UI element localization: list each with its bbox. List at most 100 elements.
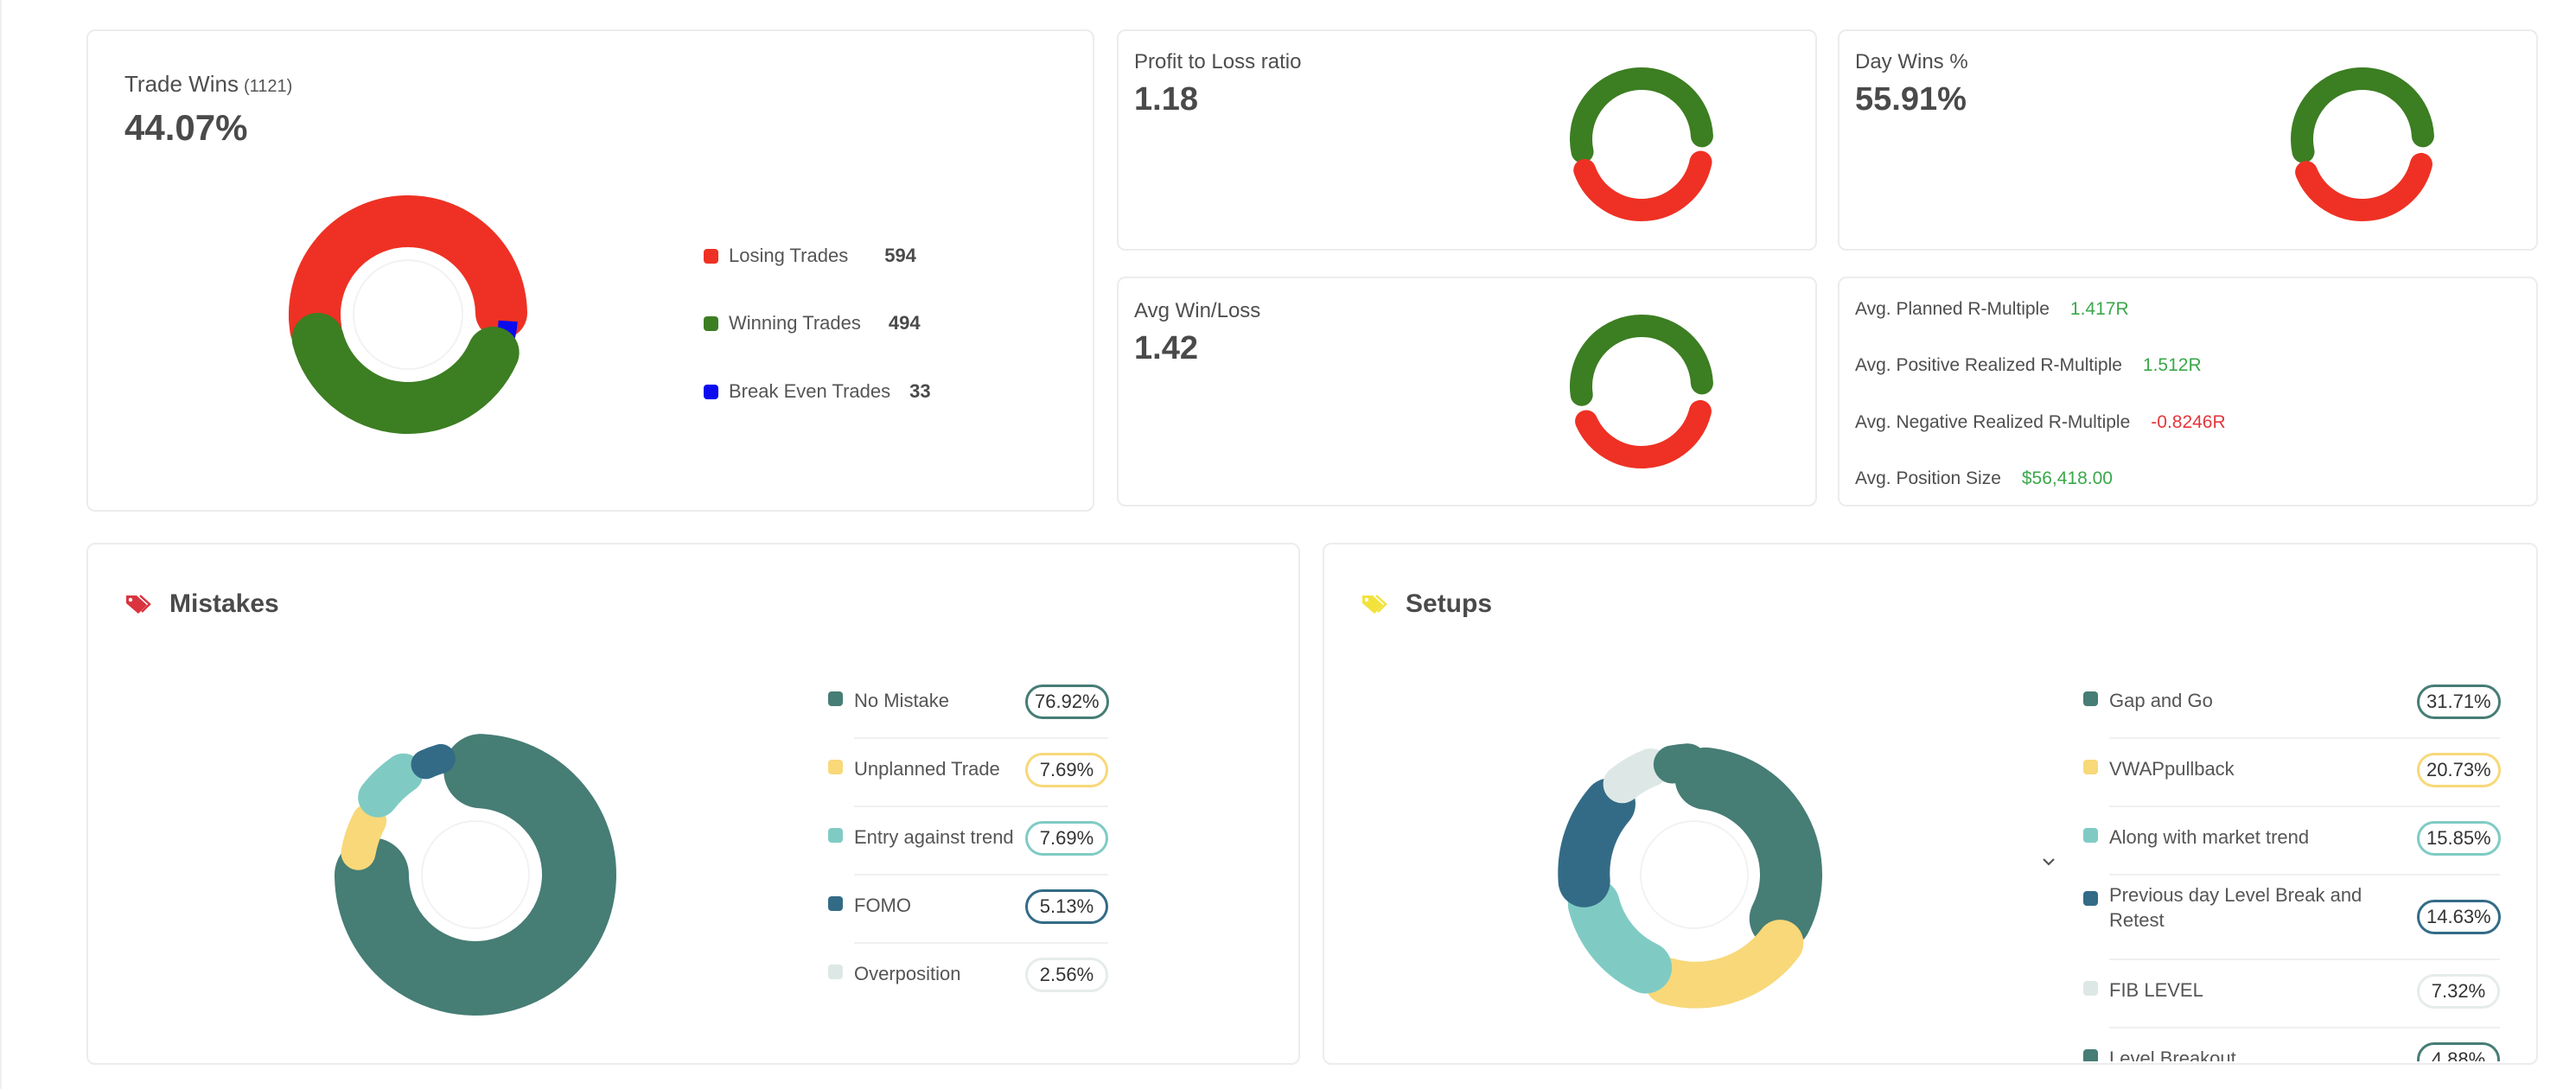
legend-label: Gap and Go [2109, 690, 2213, 711]
legend-label: Along with market trend [2109, 826, 2310, 848]
day-wins-ring-chart [2291, 67, 2434, 221]
legend-swatch [704, 384, 718, 399]
legend-count: 494 [888, 312, 921, 334]
avg-win-loss-ring-chart [1570, 315, 1713, 468]
legend-item: No Mistake [828, 688, 1096, 713]
setups-donut-chart [1558, 743, 1822, 1009]
legend-label: FOMO [854, 895, 911, 916]
setups-card: Setups Gap and Go 31.71% VWAPpullback 20.73… [1323, 543, 2538, 1065]
avg-win-loss-card: Avg Win/Loss 1.42 [1117, 277, 1817, 506]
legend-swatch [2083, 828, 2098, 843]
chevron-down-icon[interactable] [2042, 857, 2056, 867]
legend-divider [854, 874, 1108, 876]
percentage-badge: 7.69% [1025, 821, 1108, 856]
percentage-badge: 31.71% [2417, 685, 2501, 719]
legend-divider [854, 737, 1108, 739]
donut-slice [1674, 747, 1822, 950]
mistakes-header: Mistakes [124, 589, 279, 619]
legend-label: Losing Trades [729, 245, 849, 266]
legend-swatch [2083, 1049, 2098, 1061]
planned-r-label: Avg. Planned R-Multiple [1855, 299, 2050, 319]
setups-header: Setups [1361, 589, 1492, 619]
legend-swatch [828, 896, 843, 911]
legend-divider [2109, 806, 2500, 807]
percentage-badge: 5.13% [1025, 889, 1108, 924]
legend-item: FIB LEVEL [2083, 978, 2377, 1003]
legend-count: 33 [909, 380, 931, 402]
trade-wins-legend-item: Losing Trades 594 [704, 245, 916, 267]
positive-r-label: Avg. Positive Realized R-Multiple [1855, 355, 2122, 375]
legend-label: Unplanned Trade [854, 758, 1000, 780]
legend-swatch [2083, 891, 2098, 906]
percentage-badge: 20.73% [2417, 753, 2501, 787]
avg-win-loss-value: 1.42 [1134, 330, 1198, 366]
legend-item: Unplanned Trade [828, 756, 1096, 781]
donut-slice [1567, 878, 1673, 994]
loss-arc [1573, 150, 1712, 221]
legend-divider [854, 942, 1108, 944]
negative-r-label: Avg. Negative Realized R-Multiple [1855, 412, 2131, 432]
percentage-badge: 4.88% [2417, 1042, 2500, 1061]
donut-slice [1653, 743, 1707, 784]
donut-slice [335, 734, 616, 1016]
loss-arc [2295, 152, 2433, 221]
left-border [0, 0, 2, 1089]
trade-wins-legend-item: Break Even Trades 33 [704, 380, 931, 403]
percentage-badge: 14.63% [2417, 900, 2501, 934]
legend-swatch [2083, 691, 2098, 706]
day-wins-value: 55.91% [1855, 81, 1967, 118]
legend-label: VWAPpullback [2109, 758, 2235, 780]
r-multiple-stats-card: Avg. Planned R-Multiple 1.417R Avg. Posi… [1838, 277, 2538, 506]
legend-swatch [704, 315, 718, 331]
trade-wins-card: Trade Wins (1121) 44.07% Losing Trades 594… [86, 29, 1094, 512]
legend-divider [2109, 874, 2500, 876]
legend-item: Along with market trend [2083, 825, 2377, 850]
day-wins-title: Day Wins % [1855, 50, 1968, 73]
legend-divider [2109, 1027, 2500, 1028]
donut-inner-ring [1640, 820, 1749, 929]
donut-inner-ring [421, 820, 530, 929]
legend-item: Overposition [828, 961, 1096, 986]
profit-loss-title: Profit to Loss ratio [1134, 50, 1302, 73]
legend-label: FIB LEVEL [2109, 979, 2203, 1001]
trade-wins-count: (1121) [243, 77, 293, 96]
setups-title: Setups [1406, 589, 1493, 618]
mistakes-card: Mistakes No Mistake 76.92% Unplanned Trade… [86, 543, 1300, 1065]
mistakes-title: Mistakes [169, 589, 279, 618]
profit-loss-ring-chart [1570, 67, 1713, 221]
win-arc [2291, 67, 2434, 163]
legend-count: 594 [884, 245, 916, 266]
trade-wins-donut-chart [289, 195, 527, 434]
win-arc [1570, 67, 1713, 163]
position-size-value: $56,418.00 [2021, 468, 2113, 488]
percentage-badge: 76.92% [1025, 685, 1109, 719]
donut-slice [1644, 920, 1804, 1009]
donut-inner-ring [353, 259, 463, 370]
donut-slice [341, 803, 387, 870]
losing-trades-slice [289, 195, 527, 355]
profit-loss-value: 1.18 [1134, 81, 1198, 118]
legend-swatch [828, 691, 843, 706]
donut-slice [1558, 778, 1636, 908]
negative-r-value: -0.8246R [2151, 412, 2226, 432]
percentage-badge: 2.56% [1025, 958, 1108, 992]
legend-divider [2109, 958, 2500, 960]
position-size-label: Avg. Position Size [1855, 468, 2001, 488]
tag-icon [1362, 595, 1387, 614]
legend-item: Previous day Level Break and Retest [2083, 882, 2377, 933]
legend-label: Break Even Trades [729, 380, 891, 402]
loss-arc [1575, 399, 1712, 468]
trade-wins-value: 44.07% [124, 107, 248, 148]
legend-item: Level Breakout [2083, 1046, 2377, 1061]
legend-item: VWAPpullback [2083, 756, 2377, 781]
positive-r-row: Avg. Positive Realized R-Multiple 1.512R [1855, 355, 2202, 376]
position-size-row: Avg. Position Size $56,418.00 [1855, 468, 2113, 489]
donut-slice [411, 743, 456, 780]
legend-label: Previous day Level Break and Retest [2109, 884, 2362, 931]
legend-item: FOMO [828, 893, 1096, 918]
legend-swatch [2083, 981, 2098, 996]
legend-label: Winning Trades [729, 312, 861, 334]
legend-swatch [704, 248, 718, 264]
legend-divider [854, 806, 1108, 807]
profit-loss-card: Profit to Loss ratio 1.18 [1117, 29, 1817, 251]
